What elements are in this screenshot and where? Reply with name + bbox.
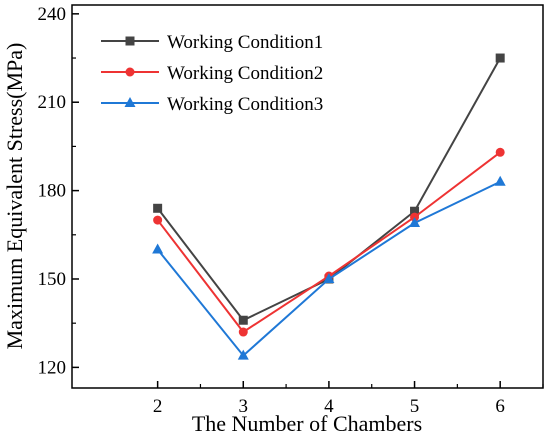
legend-label: Working Condition2 [167,63,323,84]
legend-label: Working Condition1 [167,32,323,53]
legend-label: Working Condition3 [167,94,323,115]
x-tick-label: 4 [324,396,334,417]
series-1-point [410,206,420,216]
series-2-point [495,147,505,157]
series-3-point [494,175,506,186]
series-1-point [238,315,248,325]
series-3 [152,175,506,360]
series-3-point [237,349,249,360]
series-2-point [153,215,163,225]
plot-frame [71,4,544,389]
legend-item-3: Working Condition3 [101,94,323,115]
series-3-point [323,272,335,283]
series-3-point [409,217,421,228]
series-3-point [152,243,164,254]
y-tick-label: 180 [38,181,67,202]
y-axis-label: Maximum Equivalent Stress(MPa) [2,43,27,350]
legend-marker [125,36,135,46]
series-2-line [156,151,501,334]
legend-item-1: Working Condition1 [101,32,323,53]
y-tick-label: 120 [38,357,67,378]
legend: Working Condition1 Working Condition2 Work… [101,32,323,115]
series-2-point [238,327,248,337]
series-layer [152,53,506,360]
y-tick-label: 210 [38,92,67,113]
legend-marker [124,97,136,107]
y-tick-label: 240 [38,4,67,25]
axis-ticks: 120 150 180 210 240 2 3 4 5 6 [38,4,544,417]
y-tick-label: 150 [38,269,67,290]
x-tick-label: 5 [410,396,420,417]
x-tick-label: 6 [495,396,505,417]
x-tick-label: 3 [239,396,249,417]
series-1-point [495,53,505,63]
series-3-line [156,180,501,358]
x-tick-label: 2 [153,396,163,417]
x-axis-label: The Number of Chambers [192,411,422,436]
legend-marker [125,67,135,77]
series-1-point [153,203,163,213]
legend-item-2: Working Condition2 [101,63,323,84]
